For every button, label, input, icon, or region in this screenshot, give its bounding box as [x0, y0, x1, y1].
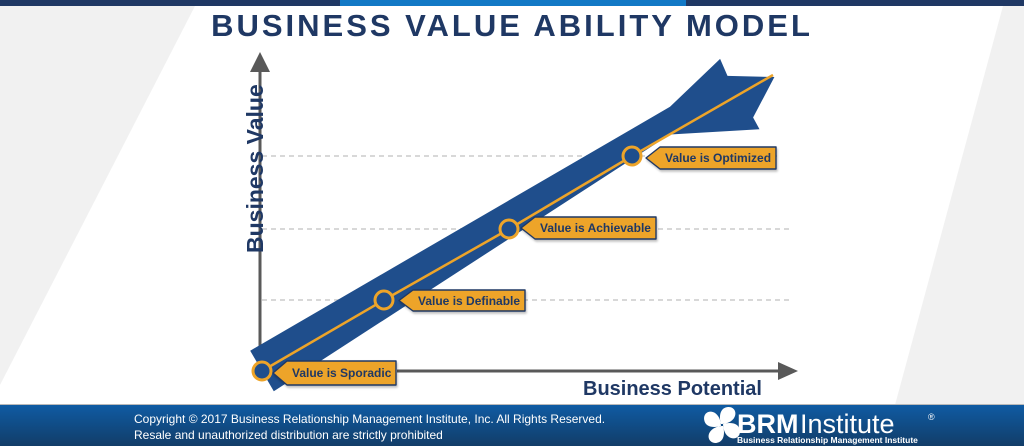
svg-text:®: ®: [928, 412, 935, 422]
svg-text:Business Relationship Manageme: Business Relationship Management Institu…: [737, 435, 918, 445]
